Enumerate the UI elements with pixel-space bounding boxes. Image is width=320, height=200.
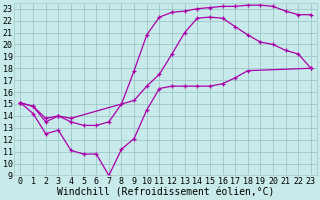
X-axis label: Windchill (Refroidissement éolien,°C): Windchill (Refroidissement éolien,°C)	[57, 187, 274, 197]
